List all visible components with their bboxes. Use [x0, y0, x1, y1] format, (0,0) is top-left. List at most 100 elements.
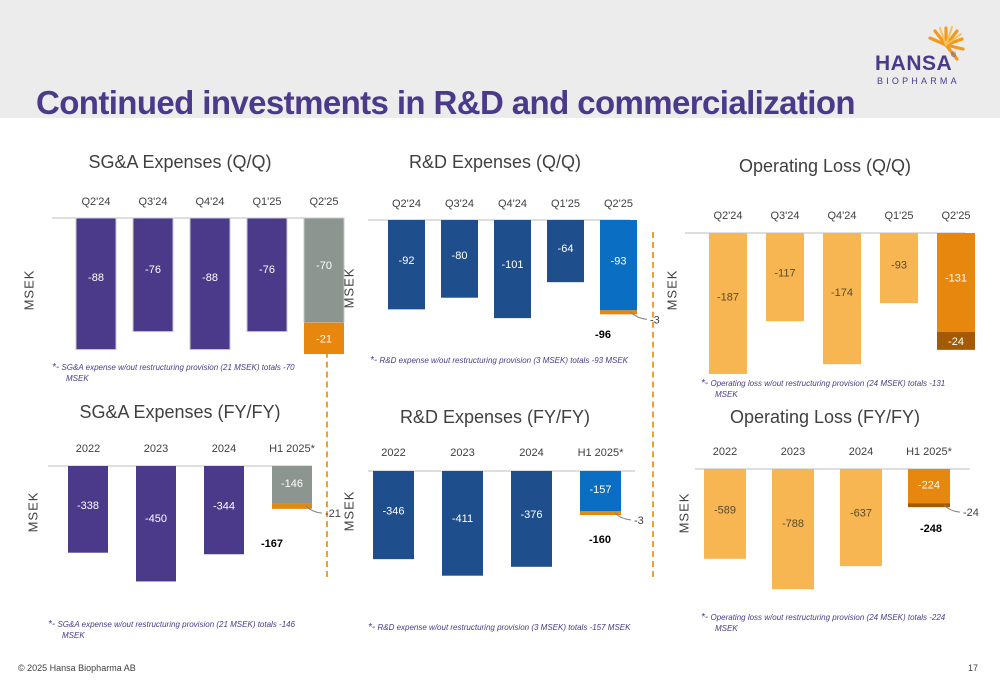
chart-plot: MSEK Q2'24 -88 Q3'24 -76 Q4'24 -88 Q1'25 -76 Q2'2… [21, 196, 345, 355]
chart-title: R&D Expenses (FY/FY) [399, 407, 591, 427]
copyright-footer: © 2025 Hansa Biopharma AB [18, 663, 136, 673]
bar-value-label: -338 [77, 500, 99, 512]
bar [840, 469, 882, 567]
bar-value-label: -376 [520, 509, 542, 521]
bar [75, 217, 117, 351]
extra-segment-label: -24 [948, 336, 964, 348]
bar [908, 469, 950, 504]
bar [68, 466, 108, 553]
bar [511, 471, 552, 567]
chart-footnote: *- SG&A expense w/out restructuring prov… [52, 362, 312, 384]
category-label: 2022 [381, 447, 405, 459]
bar [136, 466, 176, 582]
y-axis-label: MSEK [664, 270, 679, 311]
logo-subtitle: BIOPHARMA [877, 76, 960, 86]
extra-segment-label: -3 [650, 314, 660, 326]
chart-sga-yearly: SG&A Expenses (FY/FY) MSEK 2022 -338 2023 -4… [20, 400, 340, 650]
category-label: 2023 [450, 447, 474, 459]
footnote-mark: *- [701, 612, 709, 623]
bar-total-label: -160 [589, 534, 611, 546]
bar [189, 217, 231, 351]
category-label: Q4'24 [195, 196, 224, 208]
chart-title: R&D Expenses (Q/Q) [408, 152, 582, 172]
bar-value-label: -131 [945, 272, 967, 284]
bar-value-label: -92 [399, 255, 415, 267]
bar [937, 233, 975, 332]
bar [132, 217, 174, 333]
chart-rd-quarterly: R&D Expenses (Q/Q) MSEK Q2'24 -92 Q3'24 -80 Q… [340, 150, 659, 395]
extra-segment [937, 331, 975, 350]
footnote-line-1: Operating loss w/out restructuring provi… [710, 613, 946, 622]
footnote-line-2: MSEK [715, 624, 738, 633]
chart-title: Operating Loss (FY/FY) [729, 407, 921, 427]
bar [442, 471, 483, 576]
extra-segment-label: -21 [316, 333, 332, 345]
chart-footnote: *- SG&A expense w/out restructuring prov… [48, 619, 308, 641]
divider-left [326, 232, 328, 577]
bar [272, 466, 312, 504]
category-label: Q3'24 [138, 196, 167, 208]
bar-value-label: -146 [281, 478, 303, 490]
bar-value-label: -788 [782, 518, 804, 530]
bar-value-label: -346 [382, 506, 404, 518]
extra-segment-leader [305, 505, 323, 514]
category-label: 2022 [76, 443, 100, 455]
bar-value-label: -411 [452, 513, 473, 525]
chart-footnote: *- R&D expense w/out restructuring provi… [370, 355, 650, 366]
bar-value-label: -80 [452, 250, 468, 262]
bar [600, 220, 637, 311]
category-label: Q4'24 [498, 198, 527, 210]
category-label: H1 2025* [269, 443, 316, 455]
y-axis-label: MSEK [341, 268, 356, 309]
bar-value-label: -117 [774, 268, 795, 280]
category-label: Q1'25 [252, 196, 281, 208]
bar [441, 220, 478, 298]
y-axis-label: MSEK [25, 492, 40, 533]
category-label: Q2'24 [81, 196, 110, 208]
footnote-mark: *- [701, 378, 709, 389]
bar-value-label: -450 [145, 513, 167, 525]
footnote-mark: *- [48, 619, 56, 630]
chart-sga-quarterly: SG&A Expenses (Q/Q) MSEK Q2'24 -88 Q3'24 -76… [20, 150, 345, 395]
chart-title: SG&A Expenses (Q/Q) [88, 152, 272, 172]
bar-value-label: -224 [918, 479, 940, 491]
category-label: Q2'25 [604, 198, 633, 210]
bar-value-label: -174 [831, 287, 853, 299]
bar [766, 233, 804, 322]
category-label: H1 2025* [578, 447, 625, 459]
chart-operating-loss-quarterly: Operating Loss (Q/Q) MSEK Q2'24 -187 Q3'24 -… [664, 150, 985, 405]
bar [704, 469, 746, 559]
bar [204, 466, 244, 555]
chart-footnote: *- Operating loss w/out restructuring pr… [701, 378, 961, 400]
bar [494, 220, 531, 319]
bar [547, 220, 584, 283]
bar-value-label: -344 [213, 501, 235, 513]
chart-title: SG&A Expenses (FY/FY) [79, 402, 281, 422]
chart-title: Operating Loss (Q/Q) [738, 156, 912, 176]
extra-segment-label: -21 [325, 508, 341, 520]
logo-wordmark: HANSA [875, 52, 953, 75]
bar-value-label: -70 [316, 260, 332, 272]
extra-segment-leader [630, 311, 648, 320]
bar [580, 471, 621, 511]
chart-plot: MSEK 2022 -338 2023 -450 2024 -344 H1 2025* -146… [25, 443, 341, 582]
bar-value-label: -157 [589, 484, 611, 496]
y-axis-label: MSEK [676, 493, 691, 534]
category-label: Q4'24 [827, 210, 856, 222]
category-label: 2024 [519, 447, 543, 459]
bar-value-label: -93 [891, 260, 907, 272]
chart-plot: MSEK Q2'24 -92 Q3'24 -80 Q4'24 -101 Q1'25 -64 Q2'… [341, 198, 659, 341]
slide-title: Continued investments in R&D and commerc… [36, 84, 856, 121]
company-logo: HANSA ® BIOPHARMA [875, 26, 970, 90]
bar-value-label: -101 [501, 259, 523, 271]
y-axis-label: MSEK [21, 270, 36, 311]
logo-registered-mark: ® [951, 52, 957, 59]
footnote-line-2: MSEK [66, 374, 89, 383]
footnote-mark: *- [370, 355, 378, 366]
extra-segment-leader [943, 504, 961, 513]
page-number: 17 [968, 663, 979, 673]
footnote-line-1: R&D expense w/out restructuring provisio… [377, 623, 631, 632]
bar [772, 469, 814, 590]
category-label: 2023 [144, 443, 168, 455]
extra-segment-label: -3 [634, 515, 644, 527]
